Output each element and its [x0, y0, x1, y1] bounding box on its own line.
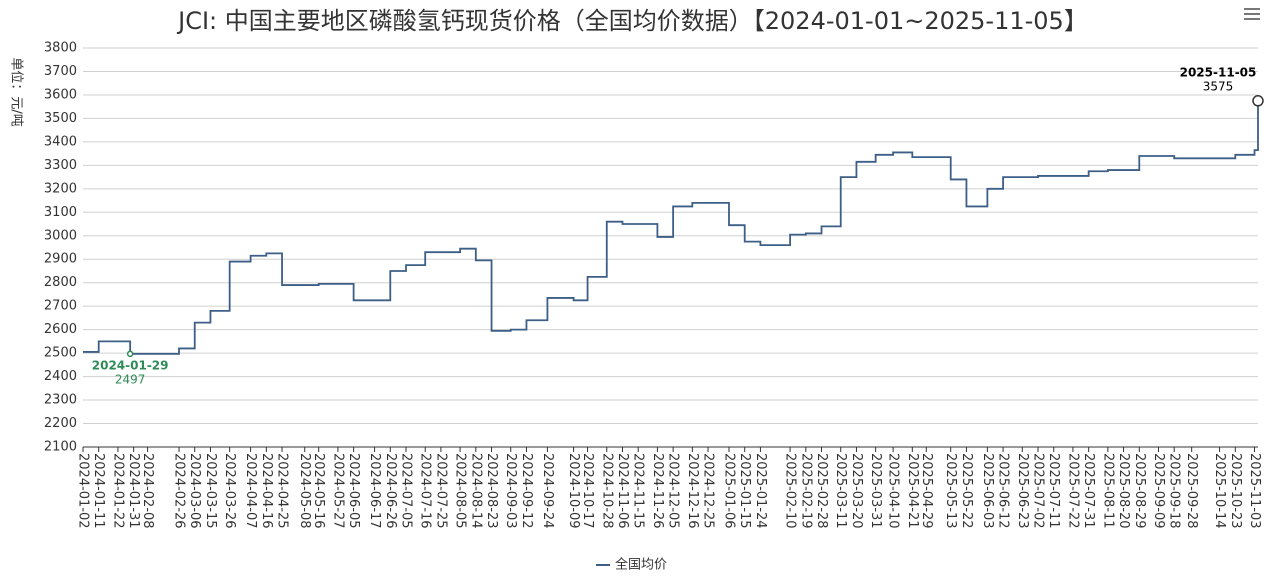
- series-line: [83, 100, 1259, 355]
- x-tick-label: 2024-12-16: [685, 453, 700, 529]
- x-tick-label: 2024-07-05: [398, 453, 413, 529]
- x-tick-label: 2024-04-07: [243, 453, 258, 529]
- x-tick-label: 2024-01-11: [91, 453, 106, 529]
- x-tick-label: 2025-04-10: [886, 453, 901, 529]
- x-tick-label: 2025-03-20: [849, 453, 864, 529]
- x-tick-label: 2024-09-24: [540, 453, 555, 529]
- y-tick-label: 2500: [44, 346, 77, 361]
- y-tick-label: 2100: [44, 440, 77, 455]
- x-tick-label: 2025-07-11: [1046, 453, 1061, 529]
- x-tick-label: 2024-09-12: [519, 453, 534, 529]
- x-tick-label: 2024-03-15: [203, 453, 218, 529]
- y-tick-label: 3600: [44, 87, 77, 102]
- x-tick-label: 2024-03-26: [222, 453, 237, 529]
- x-tick-label: 2024-07-25: [433, 453, 448, 529]
- x-tick-label: 2024-06-26: [383, 453, 398, 529]
- x-tick-label: 2025-01-15: [737, 453, 752, 529]
- x-tick-label: 2025-07-31: [1081, 453, 1096, 529]
- x-tick-label: 2024-05-16: [311, 453, 326, 529]
- x-tick-label: 2024-11-06: [615, 453, 630, 529]
- x-tick-label: 2025-03-31: [868, 453, 883, 529]
- x-tick-label: 2024-02-08: [140, 453, 155, 529]
- x-tick-label: 2024-08-05: [453, 453, 468, 529]
- y-tick-label: 2400: [44, 369, 77, 384]
- x-tick-label: 2024-06-05: [346, 453, 361, 529]
- x-tick-label: 2025-09-09: [1151, 453, 1166, 529]
- x-tick-label: 2024-03-06: [187, 453, 202, 529]
- y-tick-label: 2300: [44, 393, 77, 408]
- y-tick-label: 3000: [44, 228, 77, 243]
- x-tick-label: 2024-01-31: [126, 453, 141, 529]
- chart-title: JCI: 中国主要地区磷酸氢钙现货价格（全国均价数据）【2024-01-01~2…: [176, 7, 1088, 35]
- y-tick-label: 3500: [44, 111, 77, 126]
- annotated-point: [1252, 95, 1264, 107]
- y-tick-label: 2700: [44, 299, 77, 314]
- x-tick-label: 2024-08-23: [484, 453, 499, 529]
- y-axis-label: 单位：元/吨: [9, 57, 24, 126]
- y-tick-label: 3800: [44, 41, 77, 56]
- x-tick-label: 2024-10-28: [599, 453, 614, 529]
- x-tick-label: 2025-03-11: [833, 453, 848, 529]
- x-tick-label: 2025-04-29: [919, 453, 934, 529]
- x-tick-label: 2024-10-09: [566, 453, 581, 529]
- x-tick-label: 2025-10-23: [1228, 453, 1243, 529]
- legend-label: 全国均价: [615, 557, 667, 573]
- x-tick-label: 2025-11-03: [1247, 453, 1262, 529]
- x-tick-label: 2024-05-27: [330, 453, 345, 529]
- x-tick-label: 2025-01-06: [721, 453, 736, 529]
- y-tick-label: 2900: [44, 252, 77, 267]
- x-tick-label: 2024-06-17: [367, 453, 382, 529]
- x-tick-label: 2025-10-14: [1212, 453, 1227, 529]
- x-tick-label: 2025-07-22: [1065, 453, 1080, 529]
- x-tick-label: 2025-01-24: [753, 453, 768, 529]
- x-tick-label: 2024-04-16: [259, 453, 274, 529]
- x-tick-label: 2025-06-12: [996, 453, 1011, 529]
- x-tick-label: 2025-09-28: [1184, 453, 1199, 529]
- x-tick-label: 2025-09-18: [1167, 453, 1182, 529]
- y-tick-label: 3100: [44, 205, 77, 220]
- x-tick-label: 2024-08-14: [468, 453, 483, 529]
- annotation-value: 2497: [115, 372, 146, 386]
- x-tick-label: 2024-10-17: [580, 453, 595, 529]
- x-tick-label: 2025-05-22: [959, 453, 974, 529]
- y-tick-label: 2800: [44, 275, 77, 290]
- x-tick-label: 2025-08-11: [1100, 453, 1115, 529]
- x-tick-label: 2025-04-21: [905, 453, 920, 529]
- x-tick-label: 2025-02-19: [798, 453, 813, 529]
- x-tick-label: 2025-05-13: [943, 453, 958, 529]
- annotated-point: [126, 350, 134, 358]
- y-tick-label: 3400: [44, 134, 77, 149]
- x-tick-label: 2024-04-25: [275, 453, 290, 529]
- x-tick-label: 2025-08-29: [1132, 453, 1147, 529]
- annotation-date: 2025-11-05: [1180, 65, 1257, 79]
- x-tick-label: 2025-02-10: [783, 453, 798, 529]
- x-tick-label: 2024-12-05: [666, 453, 681, 529]
- x-tick-label: 2024-05-08: [297, 453, 312, 529]
- x-tick-label: 2025-06-23: [1015, 453, 1030, 529]
- y-tick-label: 3700: [44, 64, 77, 79]
- y-tick-label: 3300: [44, 158, 77, 173]
- x-tick-label: 2024-01-02: [76, 453, 91, 529]
- x-tick-label: 2024-01-22: [110, 453, 125, 529]
- x-tick-label: 2024-12-25: [701, 453, 716, 529]
- annotation-date: 2024-01-29: [92, 358, 169, 372]
- x-tick-label: 2025-08-20: [1116, 453, 1131, 529]
- y-tick-label: 2600: [44, 322, 77, 337]
- y-tick-label: 2200: [44, 416, 77, 431]
- x-tick-label: 2024-11-15: [631, 453, 646, 529]
- annotation-value: 3575: [1203, 79, 1234, 93]
- menu-icon[interactable]: [1244, 8, 1260, 20]
- x-tick-label: 2025-06-03: [980, 453, 995, 529]
- y-tick-label: 3200: [44, 181, 77, 196]
- x-tick-label: 2024-07-16: [418, 453, 433, 529]
- x-tick-label: 2024-09-03: [503, 453, 518, 529]
- x-tick-label: 2025-07-02: [1031, 453, 1046, 529]
- x-tick-label: 2024-11-26: [650, 453, 665, 529]
- x-tick-label: 2025-02-28: [814, 453, 829, 529]
- x-tick-label: 2024-02-26: [172, 453, 187, 529]
